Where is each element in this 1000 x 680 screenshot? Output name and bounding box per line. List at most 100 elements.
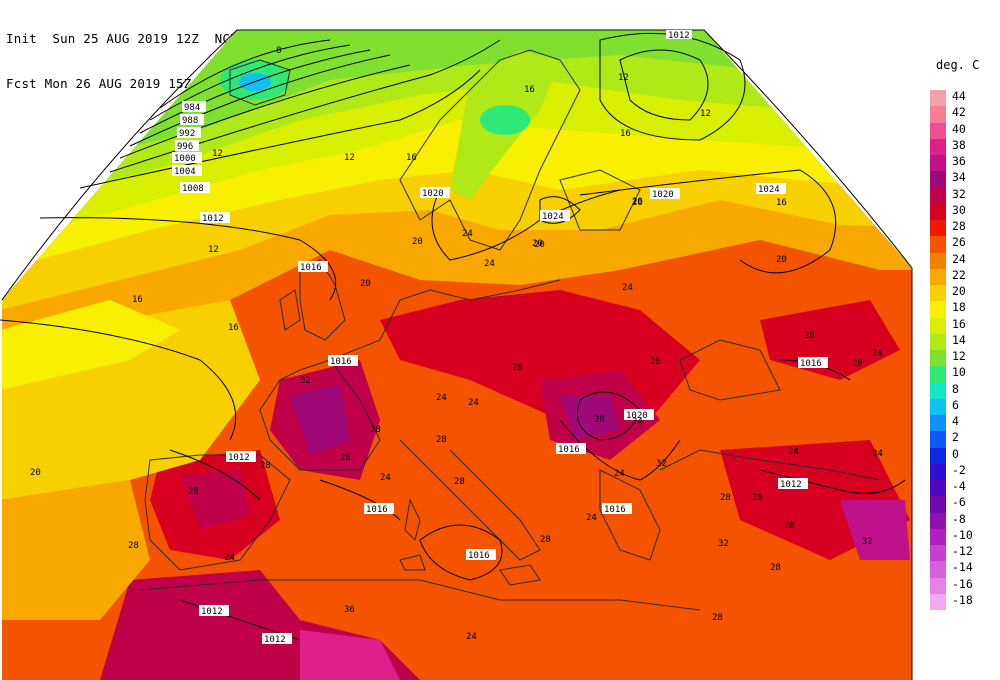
legend-swatch — [930, 203, 946, 220]
legend-swatch — [930, 171, 946, 188]
legend-item: -8 — [930, 512, 1000, 529]
isobar-label: 992 — [177, 127, 201, 139]
svg-text:1024: 1024 — [542, 212, 564, 222]
temp-label: 28 — [128, 541, 139, 551]
temp-label: 28 — [650, 357, 661, 367]
legend-label: 36 — [952, 154, 966, 168]
svg-text:1004: 1004 — [174, 167, 196, 177]
legend-label: 10 — [952, 365, 966, 380]
svg-text:996: 996 — [177, 142, 193, 152]
svg-text:1016: 1016 — [468, 551, 490, 561]
legend-swatch — [930, 447, 946, 464]
legend-swatch — [930, 545, 946, 562]
legend-label: 38 — [952, 137, 966, 152]
temp-label: 20 — [852, 359, 863, 369]
isobar-label: 1016 — [466, 549, 496, 561]
temp-label: 24 — [462, 229, 473, 239]
legend-swatch — [930, 398, 946, 415]
legend-item: 6 — [930, 398, 1000, 415]
coastlines — [139, 49, 881, 611]
temp-label: 16 — [776, 198, 787, 208]
legend-item: 42 — [930, 105, 1000, 123]
legend-label: 18 — [952, 300, 966, 315]
isobar-label: 1004 — [172, 165, 202, 177]
temp-label: 28 — [188, 487, 199, 497]
legend-label: -12 — [952, 544, 973, 558]
legend-item: 26 — [930, 235, 1000, 253]
temp-label: 24 — [632, 417, 643, 427]
legend-label: -10 — [952, 527, 973, 542]
legend-item: 10 — [930, 365, 1000, 383]
svg-text:984: 984 — [184, 103, 200, 113]
legend-item: -10 — [930, 527, 1000, 545]
legend-swatch — [930, 301, 946, 318]
svg-text:1020: 1020 — [422, 189, 444, 199]
legend-swatch — [930, 252, 946, 269]
isobar-label: 1012 — [199, 605, 229, 617]
legend-swatch — [930, 333, 946, 350]
isobar-label: 1020 — [650, 188, 680, 200]
isobar-label: 1012 — [778, 478, 808, 490]
legend-swatch — [930, 122, 946, 139]
legend-label: -14 — [952, 560, 973, 575]
temp-label: 28 — [752, 493, 763, 503]
isobar-label: 1016 — [602, 503, 632, 515]
temp-label: 20 — [632, 197, 643, 207]
legend-item: 38 — [930, 137, 1000, 155]
temp-label: 16 — [524, 85, 535, 95]
svg-text:1024: 1024 — [758, 185, 780, 195]
legend-item: 34 — [930, 170, 1000, 188]
legend-swatch — [930, 138, 946, 155]
legend-item: 20 — [930, 284, 1000, 302]
temp-label: 28 — [436, 435, 447, 445]
temp-label: 12 — [700, 109, 711, 119]
legend-label: 40 — [952, 121, 966, 136]
legend-label: 22 — [952, 267, 966, 282]
legend-swatch — [930, 382, 946, 399]
isobar-label: 1012 — [200, 212, 230, 224]
legend-label: 42 — [952, 105, 966, 120]
temp-label: 24 — [622, 283, 633, 293]
temp-label: 28 — [370, 425, 381, 435]
legend-item: 2 — [930, 430, 1000, 448]
map-frame — [1, 29, 913, 680]
legend-label: 14 — [952, 332, 966, 347]
legend-label: 16 — [952, 316, 966, 331]
isobar-label: 1020 — [420, 187, 450, 199]
legend-swatch — [930, 220, 946, 237]
isobar-label: 1012 — [226, 451, 256, 463]
color-legend: 44 42 40 38 36 34 32 30 28 26 24 22 20 18 16 14 12 10 8 6 4 2… — [930, 89, 1000, 610]
legend-label: 8 — [952, 381, 959, 396]
legend-item: 16 — [930, 316, 1000, 334]
isobar-label: 984 — [182, 101, 206, 113]
svg-text:1012: 1012 — [201, 607, 223, 617]
legend-swatch — [930, 106, 946, 123]
temp-label: 24 — [614, 469, 625, 479]
temp-label: 24 — [872, 349, 883, 359]
isobar-label: 1024 — [756, 183, 786, 195]
temp-label: 16 — [228, 323, 239, 333]
legend-swatch — [930, 350, 946, 367]
isobar-label: 1000 — [172, 152, 202, 164]
legend-label: -18 — [952, 592, 973, 607]
legend-label: 20 — [952, 284, 966, 298]
svg-text:1016: 1016 — [604, 505, 626, 515]
legend-item: 36 — [930, 154, 1000, 172]
legend-swatch — [930, 155, 946, 172]
legend-unit-label: deg. C — [936, 58, 980, 72]
legend-swatch — [930, 431, 946, 448]
legend-item: -4 — [930, 479, 1000, 497]
temp-label: 28 — [540, 535, 551, 545]
legend-label: 30 — [952, 202, 966, 217]
legend-item: 18 — [930, 300, 1000, 318]
isobar-label: 1012 — [666, 30, 692, 41]
temp-label: 32 — [656, 459, 667, 469]
temp-label: 16 — [406, 153, 417, 163]
legend-item: 44 — [930, 89, 1000, 107]
isobar-label: 1020 — [624, 409, 654, 421]
temp-label: 20 — [412, 237, 423, 247]
svg-text:1012: 1012 — [668, 31, 690, 41]
isobar-label: 1024 — [540, 210, 570, 222]
legend-item: 28 — [930, 219, 1000, 237]
